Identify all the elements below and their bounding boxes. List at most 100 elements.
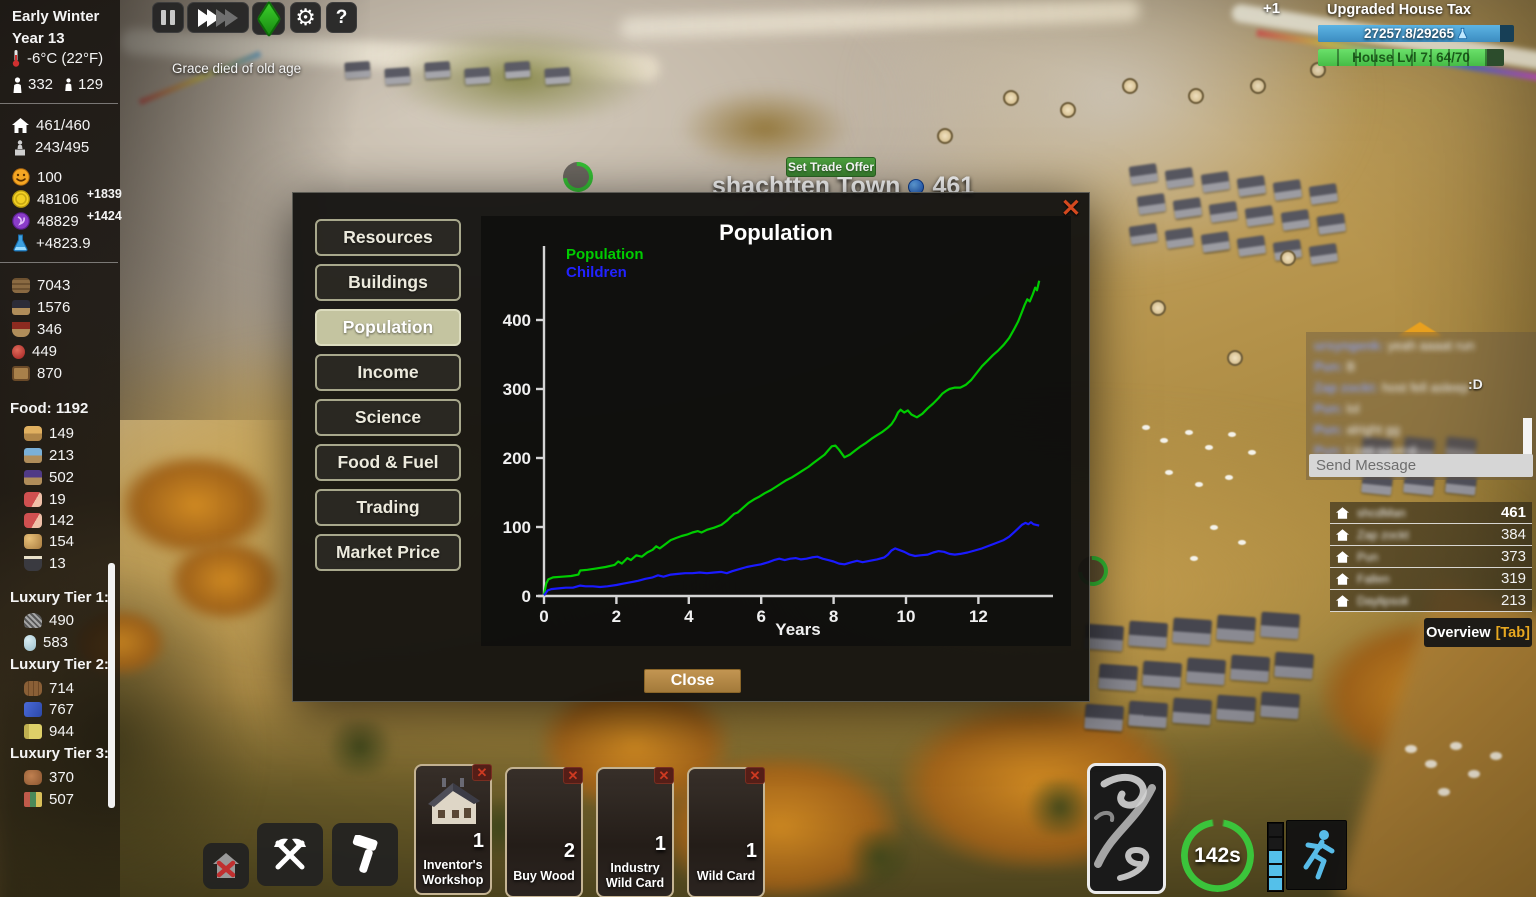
leaderboard-row[interactable]: Pun 373 (1330, 546, 1532, 568)
leaderboard-row[interactable]: Zap zockt 384 (1330, 524, 1532, 546)
map-villager-badge (1060, 102, 1076, 118)
chart-xaxis-label: Years (775, 620, 821, 639)
resource-row: 7043 (12, 277, 70, 294)
card-close-icon[interactable]: ✕ (654, 767, 674, 784)
settings-button[interactable]: ⚙ (290, 2, 321, 33)
science-progress-bar: 27257.8/29265 (1318, 25, 1514, 42)
card-close-icon[interactable]: ✕ (472, 764, 492, 781)
svg-text:100: 100 (503, 518, 531, 537)
svg-text:300: 300 (503, 380, 531, 399)
pause-icon (170, 10, 175, 25)
food-row: 142 (24, 512, 74, 529)
food-row: 149 (24, 425, 74, 442)
resource-row: 346 (12, 321, 62, 338)
luxury-value: 767 (49, 701, 75, 718)
food-row: 213 (24, 447, 74, 464)
chat-input[interactable] (1309, 454, 1533, 477)
tab-food-fuel[interactable]: Food & Fuel (315, 444, 461, 481)
gather-tools-button[interactable] (257, 823, 323, 886)
map-sheep (1248, 450, 1256, 455)
luxury-row: 714 (24, 680, 74, 697)
map-villager-badge (937, 128, 953, 144)
leaderboard-row[interactable]: Fallen 319 (1330, 568, 1532, 590)
map-villager-badge (1150, 300, 1166, 316)
luxury-row: 507 (24, 791, 74, 808)
map-sheep (1142, 425, 1150, 430)
luxury-value: 370 (49, 769, 75, 786)
pot-icon (24, 556, 42, 571)
temperature-row: -6°C (22°F) (12, 50, 103, 67)
tab-population[interactable]: Population (315, 309, 461, 346)
sidebar-divider (0, 262, 118, 263)
floating-plus-text: +1 (1263, 0, 1281, 17)
card-buy-wood[interactable]: ✕ 2 Buy Wood (505, 767, 583, 897)
tab-science[interactable]: Science (315, 399, 461, 436)
tab-market-price[interactable]: Market Price (315, 534, 461, 571)
card-count: 1 (654, 833, 666, 855)
terrain-button[interactable] (252, 0, 285, 38)
map-sheep (1195, 482, 1203, 487)
books-icon (24, 792, 42, 807)
timer-value: 142s (1194, 843, 1241, 867)
gear-icon: ⚙ (295, 4, 316, 30)
luxury-row: 490 (24, 612, 74, 629)
close-button[interactable]: Close (644, 669, 741, 693)
science-progress-text: 27257.8/29265 (1363, 26, 1455, 41)
housing-value: 461/460 (36, 117, 91, 134)
medals-delta: +1424 (86, 209, 122, 223)
help-button[interactable]: ? (326, 2, 357, 33)
card-close-icon[interactable]: ✕ (563, 767, 583, 784)
gold-value: 48106 (37, 190, 79, 208)
card-draw-pile[interactable] (1087, 763, 1166, 894)
map-sheep (1205, 445, 1213, 450)
card-wild[interactable]: ✕ 1 Wild Card (687, 767, 765, 897)
demolish-button[interactable] (203, 843, 249, 889)
luxury-value: 583 (43, 634, 69, 651)
build-hammer-button[interactable] (332, 823, 398, 886)
runner-icon (1303, 830, 1334, 880)
demolish-house-icon (213, 853, 239, 878)
luxury-value: 507 (49, 791, 75, 808)
leaderboard-row[interactable]: shcdMan 461 (1330, 502, 1532, 524)
tab-buildings[interactable]: Buildings (315, 264, 461, 301)
chat-message: Zap zockt: host fell asleep (1314, 380, 1469, 395)
pause-button[interactable] (152, 2, 184, 33)
food-value: 213 (49, 447, 75, 464)
card-title: Industry Wild Card (605, 861, 665, 890)
tab-trading[interactable]: Trading (315, 489, 461, 526)
food-value: 502 (49, 469, 75, 486)
map-sheep (1225, 475, 1233, 480)
fish-basket-icon (24, 448, 42, 463)
map-sheep (1238, 540, 1246, 545)
stamina-segment (1269, 878, 1282, 890)
medals-value: 48829 (37, 212, 79, 230)
sidebar-scrollbar[interactable] (108, 563, 115, 808)
map-sheep (1228, 432, 1236, 437)
leaderboard-row[interactable]: Daylipsoli 213 (1330, 590, 1532, 612)
speed-button[interactable] (187, 2, 249, 33)
tab-income[interactable]: Income (315, 354, 461, 391)
stamina-segment (1269, 851, 1282, 863)
sprint-button[interactable] (1286, 820, 1347, 890)
food-value: 19 (49, 491, 66, 508)
gold-delta: +1839 (86, 187, 122, 201)
gold-coin-icon (12, 190, 30, 208)
vase-icon (24, 634, 36, 651)
card-close-icon[interactable]: ✕ (745, 767, 765, 784)
tab-resources[interactable]: Resources (315, 219, 461, 256)
card-inventors-workshop[interactable]: ✕ 1 Inventor's Workshop (414, 764, 492, 895)
worker-icon (15, 139, 25, 155)
house-icon (1336, 528, 1349, 541)
map-villager-badge (1188, 88, 1204, 104)
card-industry-wild[interactable]: ✕ 1 Industry Wild Card (596, 767, 674, 897)
food-value: 142 (49, 512, 75, 529)
stamina-segment (1269, 824, 1282, 836)
set-trade-offer-button[interactable]: Set Trade Offer (786, 157, 876, 177)
overview-button[interactable]: Overview [Tab] (1424, 618, 1532, 647)
food-label: Food: 1192 (10, 400, 89, 417)
clothes-icon (24, 702, 42, 717)
population-chart: Population Population Children 0 100 200 30… (481, 216, 1071, 646)
child-icon (65, 78, 72, 91)
